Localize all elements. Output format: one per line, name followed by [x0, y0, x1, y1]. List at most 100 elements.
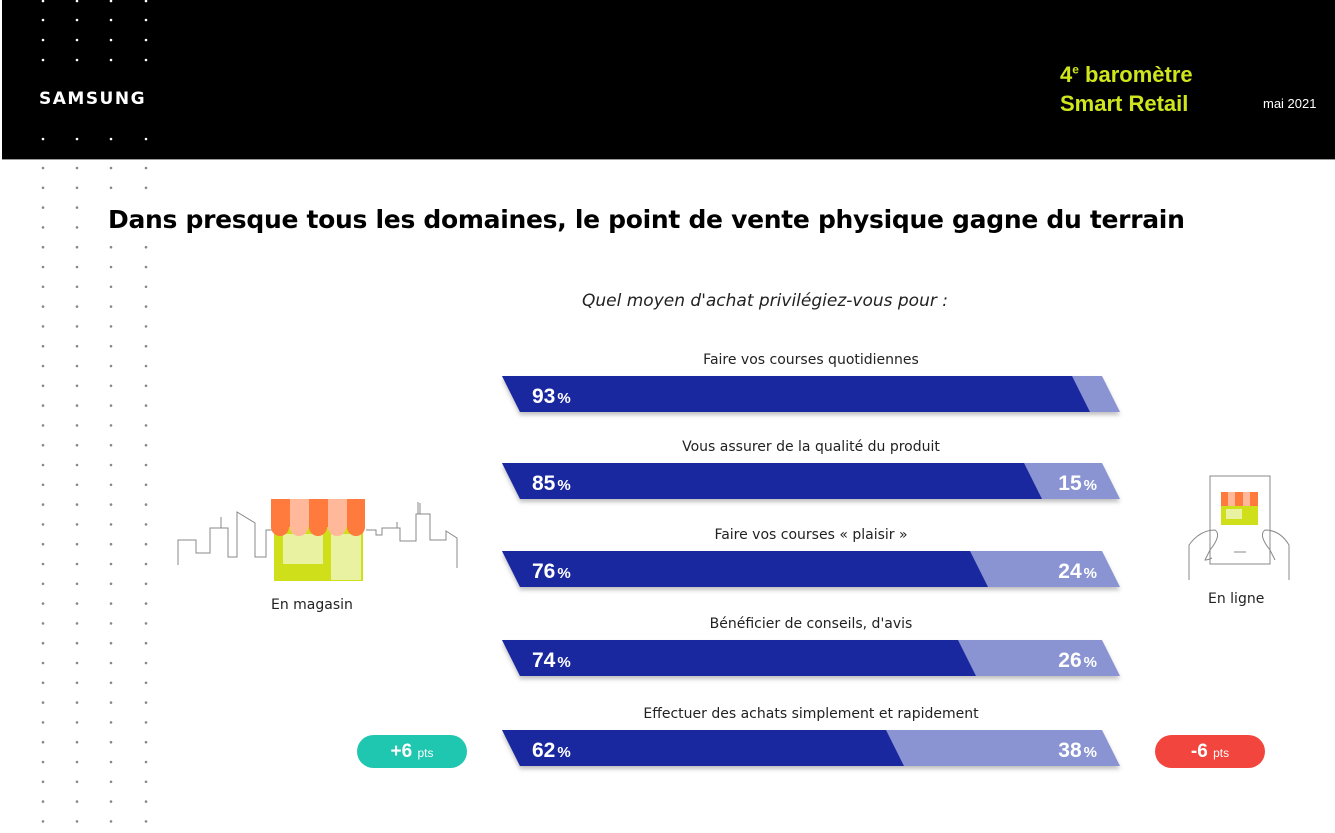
dot [75, 760, 79, 764]
badge-unit: pts [417, 746, 434, 760]
category-label: Faire vos courses quotidiennes [703, 352, 919, 368]
dot [109, 721, 113, 724]
dot [109, 18, 113, 22]
dot [109, 364, 113, 368]
bar-row: Vous assurer de la qualité du produit 85%… [502, 439, 1120, 499]
dot [144, 463, 148, 467]
storefront-icon [177, 499, 458, 581]
dot [75, 800, 79, 803]
value-label-online: 15% [1058, 472, 1097, 495]
dot [75, 38, 79, 42]
dot [144, 780, 148, 784]
bar-in-store [502, 463, 1042, 499]
chart-title: Quel moyen d'achat privilégiez-vous pour… [582, 291, 948, 311]
report-line2: Smart Retail [1060, 91, 1189, 117]
dot [109, 285, 113, 289]
dot [144, 661, 148, 665]
dot [75, 780, 79, 784]
dot [109, 265, 113, 269]
dot [75, 542, 79, 546]
dot [41, 503, 45, 506]
dot [144, 186, 148, 190]
bar-in-store [502, 551, 988, 587]
dot [41, 780, 45, 784]
dot [41, 305, 45, 308]
samsung-logo: SAMSUNG [39, 89, 147, 109]
dot [109, 661, 113, 665]
dot [41, 740, 45, 744]
dot [144, 265, 148, 269]
dot [144, 38, 148, 42]
dot [41, 542, 45, 546]
dot [144, 404, 148, 407]
dot [75, 226, 79, 229]
dot [41, 285, 45, 289]
dot [75, 661, 79, 665]
dot [109, 166, 113, 170]
in-store-change-badge: +6 pts [357, 735, 467, 768]
category-label: Vous assurer de la qualité du produit [682, 439, 940, 455]
dot [75, 463, 79, 467]
dot [144, 18, 148, 22]
dot [109, 562, 113, 566]
dot [75, 18, 79, 22]
dot [144, 760, 148, 764]
dot [75, 364, 79, 368]
dot [109, 325, 113, 328]
dot [41, 701, 45, 704]
tablet-store-icon [1188, 475, 1290, 580]
dot [144, 384, 148, 388]
dot [109, 760, 113, 764]
dot [75, 721, 79, 724]
dot [144, 305, 148, 308]
category-label: Effectuer des achats simplement et rapid… [643, 706, 979, 722]
dot [41, 602, 45, 605]
dot [41, 582, 45, 586]
dot [41, 384, 45, 388]
dot [144, 137, 148, 141]
dot [75, 562, 79, 566]
dot [109, 800, 113, 803]
dot [75, 137, 79, 141]
dot [109, 344, 113, 348]
page-title: Dans presque tous les domaines, le point… [108, 205, 1185, 234]
dot [109, 740, 113, 744]
dot [75, 681, 79, 685]
dot [144, 325, 148, 328]
online-label: En ligne [1208, 591, 1265, 607]
dot [41, 245, 45, 249]
dot [41, 137, 45, 141]
dot [109, 384, 113, 388]
dot [144, 582, 148, 586]
badge-unit: pts [1213, 746, 1230, 760]
dot [75, 166, 79, 170]
dot [41, 641, 45, 645]
bar-row: Faire vos courses quotidiennes 93% 7% [502, 352, 1157, 412]
dot [109, 523, 113, 526]
value-label-in-store: 74% [532, 649, 571, 672]
value-label-online: 7% [1130, 385, 1157, 408]
dot [41, 661, 45, 665]
category-label: Faire vos courses « plaisir » [714, 527, 907, 543]
dot [144, 721, 148, 724]
dot [41, 18, 45, 22]
dot [144, 701, 148, 704]
dot [41, 443, 45, 447]
dot [75, 186, 79, 190]
dot [109, 820, 113, 823]
value-label-in-store: 93% [532, 385, 571, 408]
dot [109, 0, 113, 3]
dot [41, 681, 45, 685]
dot-pattern [41, 0, 148, 823]
dot [144, 542, 148, 546]
dot [75, 265, 79, 269]
dot [109, 483, 113, 487]
dot [144, 820, 148, 823]
badge-value: -6 [1190, 741, 1208, 762]
dot [75, 740, 79, 744]
value-label-in-store: 76% [532, 560, 571, 583]
dot [75, 523, 79, 526]
dot [109, 245, 113, 249]
dot [41, 523, 45, 526]
dot [144, 562, 148, 566]
